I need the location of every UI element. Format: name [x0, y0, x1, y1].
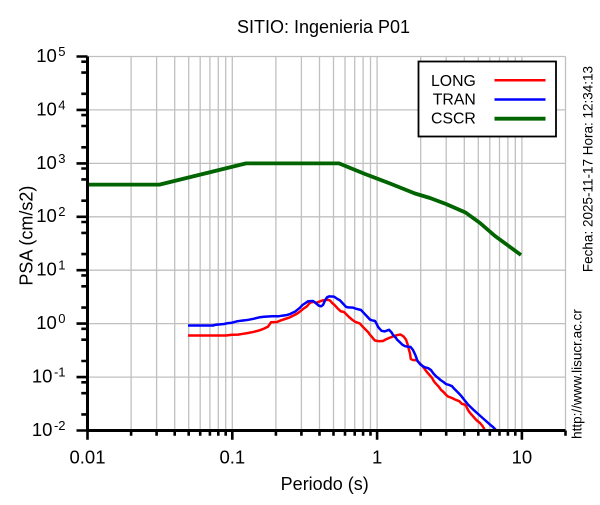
svg-text:1: 1 — [372, 446, 382, 467]
svg-text:PSA (cm/s2): PSA (cm/s2) — [17, 186, 37, 286]
svg-text:Fecha: 2025-11-17 Hora: 12:34:: Fecha: 2025-11-17 Hora: 12:34:13 — [581, 66, 596, 272]
svg-text:CSCR: CSCR — [431, 111, 476, 128]
svg-text:0.01: 0.01 — [69, 446, 105, 467]
svg-text:10: 10 — [512, 446, 533, 467]
svg-text:TRAN: TRAN — [433, 92, 476, 109]
svg-text:LONG: LONG — [431, 73, 476, 90]
svg-text:http://www.lisucr.ac.cr: http://www.lisucr.ac.cr — [570, 309, 585, 439]
svg-text:Periodo (s): Periodo (s) — [281, 474, 369, 494]
svg-text:0.1: 0.1 — [219, 446, 245, 467]
svg-text:SITIO: Ingenieria P01: SITIO: Ingenieria P01 — [237, 17, 410, 37]
